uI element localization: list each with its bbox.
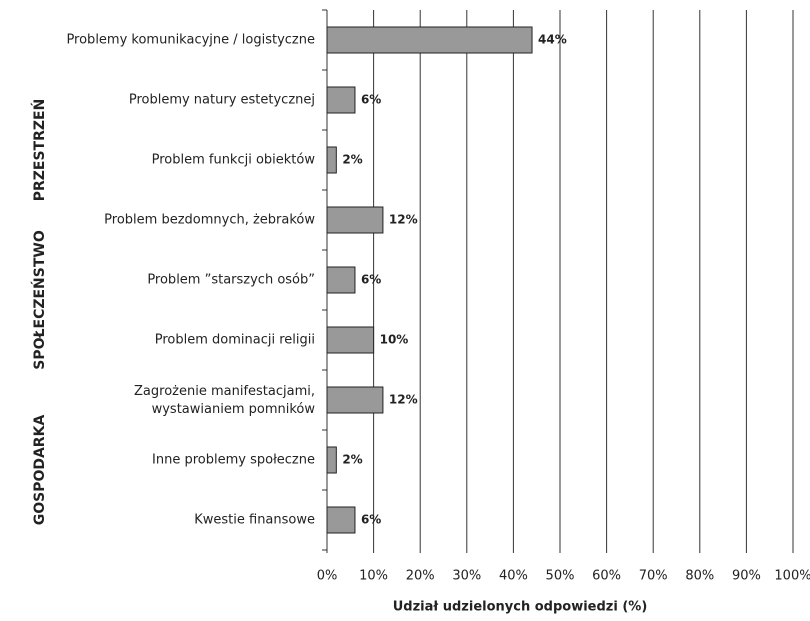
x-tick-label: 0% — [317, 569, 338, 584]
value-label: 2% — [342, 453, 362, 467]
bar — [326, 86, 356, 114]
y-tick-label: Zagrożenie manifestacjami, wystawianiem p… — [134, 384, 315, 417]
group-label: PRZESTRZEŃ — [30, 99, 48, 202]
y-tick-label: Problem bezdomnych, żebraków — [104, 213, 315, 228]
group-label: SPOŁECZEŃSTWO — [30, 230, 48, 370]
value-label: 6% — [361, 273, 381, 287]
x-tick-label: 30% — [452, 569, 481, 584]
y-tick-label: Inne problemy społeczne — [152, 453, 315, 468]
value-label: 44% — [538, 33, 567, 47]
x-axis-title: Udział udzielonych odpowiedzi (%) — [393, 600, 648, 615]
x-tick-label: 100% — [774, 569, 810, 584]
value-label: 12% — [389, 393, 418, 407]
value-label: 6% — [361, 93, 381, 107]
bar — [326, 386, 384, 414]
x-tick-label: 70% — [639, 569, 668, 584]
value-label: 12% — [389, 213, 418, 227]
bar — [326, 326, 375, 354]
x-tick-label: 10% — [359, 569, 388, 584]
bar — [326, 506, 356, 534]
x-tick-label: 40% — [499, 569, 528, 584]
bar — [326, 446, 337, 474]
bar — [326, 146, 337, 174]
x-tick-label: 60% — [592, 569, 621, 584]
value-label: 6% — [361, 513, 381, 527]
value-label: 10% — [380, 333, 409, 347]
y-tick-label: Problem funkcji obiektów — [152, 153, 316, 168]
x-tick-label: 90% — [732, 569, 761, 584]
x-tick-label: 80% — [685, 569, 714, 584]
y-tick-label: Problemy komunikacyjne / logistyczne — [66, 33, 315, 48]
y-tick-label: Problemy natury estetycznej — [129, 93, 315, 108]
y-tick-label: Problem dominacji religii — [155, 333, 315, 348]
group-label: GOSPODARKA — [32, 415, 48, 526]
bar — [326, 266, 356, 294]
x-tick-label: 50% — [546, 569, 575, 584]
y-tick-label: Kwestie finansowe — [194, 513, 315, 528]
value-label: 2% — [342, 153, 362, 167]
bar — [326, 206, 384, 234]
x-tick-label: 20% — [406, 569, 435, 584]
bar — [326, 26, 533, 54]
y-tick-label: Problem ”starszych osób” — [147, 273, 315, 288]
